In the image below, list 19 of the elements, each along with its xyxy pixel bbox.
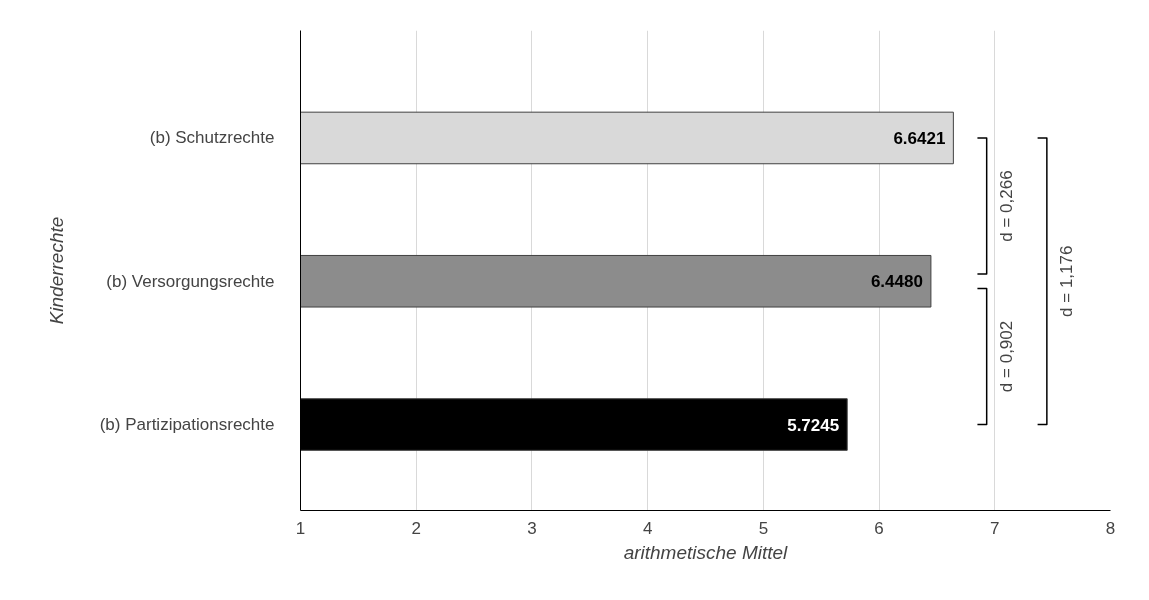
data-label: 6.4480 bbox=[870, 272, 923, 292]
y-axis-title: Kinderrechte bbox=[45, 216, 67, 325]
data-label: 5.7245 bbox=[787, 415, 840, 435]
x-tick-label: 8 bbox=[1105, 518, 1116, 538]
x-tick-label: 6 bbox=[874, 518, 884, 538]
annotation: d = 1,176 bbox=[1057, 245, 1077, 317]
y-tick-label: (b) Versorgungsrechte bbox=[106, 271, 275, 291]
x-tick-label: 5 bbox=[758, 518, 769, 538]
x-tick-label: 1 bbox=[295, 518, 306, 538]
annotation: d = 0,902 bbox=[996, 320, 1016, 393]
x-tick-label: 2 bbox=[411, 518, 421, 538]
y-tick-label: (b) Partizipationsrechte bbox=[99, 415, 275, 435]
data-label: 6.6421 bbox=[893, 128, 946, 148]
y-tick-label: (b) Schutzrechte bbox=[149, 128, 275, 148]
x-tick-label: 7 bbox=[990, 518, 1000, 538]
x-tick-label: 3 bbox=[527, 518, 537, 538]
annotation: d = 0,266 bbox=[996, 170, 1016, 242]
x-axis-title: arithmetische Mittel bbox=[623, 541, 789, 563]
x-tick-label: 4 bbox=[642, 518, 653, 538]
